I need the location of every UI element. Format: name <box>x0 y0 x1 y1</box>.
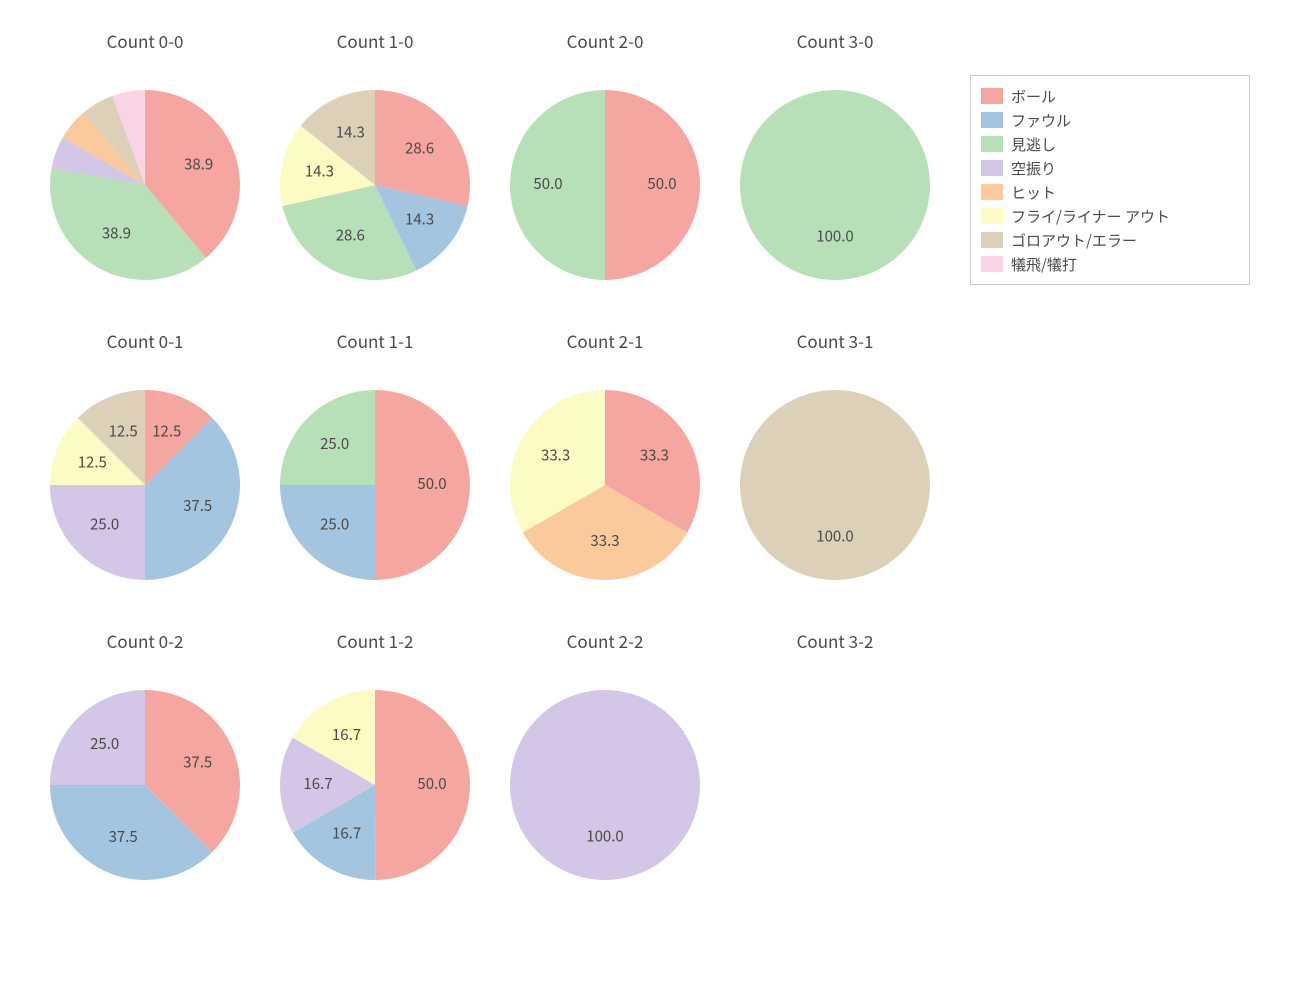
slice-label: 25.0 <box>320 513 349 534</box>
slice-label: 50.0 <box>533 173 562 194</box>
legend-item: 空振り <box>981 156 1239 180</box>
legend-label: ゴロアウト/エラー <box>1011 230 1137 251</box>
legend-item: 見逃し <box>981 132 1239 156</box>
chart-title: Count 2-2 <box>490 628 720 653</box>
slice-label: 12.5 <box>152 420 181 441</box>
pie-chart: Count 2-0 50.0 50.0 <box>490 10 720 310</box>
legend-item: ゴロアウト/エラー <box>981 228 1239 252</box>
pie-svg <box>720 610 950 910</box>
slice-label: 33.3 <box>590 530 619 551</box>
slice-label: 33.3 <box>541 445 570 466</box>
pie-svg: 37.5 37.5 25.0 <box>30 610 260 910</box>
legend-item: ファウル <box>981 108 1239 132</box>
pie-slice <box>740 390 930 580</box>
slice-label: 50.0 <box>417 473 446 494</box>
chart-title: Count 0-1 <box>30 328 260 353</box>
slice-label: 38.9 <box>184 154 213 175</box>
pie-chart: Count 1-2 50.0 16.7 16.7 16.7 <box>260 610 490 910</box>
slice-label: 28.6 <box>336 224 365 245</box>
pie-svg: 100.0 <box>720 310 950 610</box>
chart-title: Count 3-1 <box>720 328 950 353</box>
slice-label: 14.3 <box>405 209 434 230</box>
chart-title: Count 2-1 <box>490 328 720 353</box>
slice-label: 100.0 <box>816 225 853 246</box>
pie-chart: Count 0-2 37.5 37.5 25.0 <box>30 610 260 910</box>
slice-label: 14.3 <box>305 160 334 181</box>
chart-grid: Count 0-0 38.9 38.9 Count 1-0 28.6 14.3 28.6 14… <box>0 0 1300 1000</box>
legend-item: ヒット <box>981 180 1239 204</box>
legend-label: ヒット <box>1011 182 1056 203</box>
legend-swatch <box>981 136 1003 152</box>
slice-label: 37.5 <box>109 826 138 847</box>
legend-swatch <box>981 88 1003 104</box>
chart-title: Count 1-0 <box>260 28 490 53</box>
pie-chart: Count 3-1 100.0 <box>720 310 950 610</box>
legend-swatch <box>981 184 1003 200</box>
slice-label: 100.0 <box>586 825 623 846</box>
slice-label: 37.5 <box>183 751 212 772</box>
legend-item: 犠飛/犠打 <box>981 252 1239 276</box>
slice-label: 25.0 <box>90 733 119 754</box>
pie-svg: 38.9 38.9 <box>30 10 260 310</box>
slice-label: 12.5 <box>78 451 107 472</box>
slice-label: 33.3 <box>640 445 669 466</box>
legend-label: 空振り <box>1011 158 1056 179</box>
chart-title: Count 2-0 <box>490 28 720 53</box>
legend-swatch <box>981 256 1003 272</box>
legend-item: ボール <box>981 84 1239 108</box>
slice-label: 25.0 <box>90 513 119 534</box>
slice-label: 16.7 <box>303 773 332 794</box>
legend: ボールファウル見逃し空振りヒットフライ/ライナー アウトゴロアウト/エラー犠飛/… <box>970 75 1250 285</box>
legend-swatch <box>981 112 1003 128</box>
chart-title: Count 0-2 <box>30 628 260 653</box>
legend-label: フライ/ライナー アウト <box>1011 206 1170 227</box>
legend-label: ボール <box>1011 86 1056 107</box>
slice-label: 16.7 <box>332 822 361 843</box>
pie-chart: Count 1-1 50.0 25.0 25.0 <box>260 310 490 610</box>
pie-chart: Count 1-028.614.328.614.314.3 <box>260 10 490 310</box>
pie-slice <box>740 90 930 280</box>
legend-label: 見逃し <box>1011 134 1056 155</box>
pie-chart: Count 0-112.537.525.012.512.5 <box>30 310 260 610</box>
legend-item: フライ/ライナー アウト <box>981 204 1239 228</box>
chart-title: Count 3-2 <box>720 628 950 653</box>
legend-label: ファウル <box>1011 110 1071 131</box>
legend-swatch <box>981 208 1003 224</box>
slice-label: 50.0 <box>417 773 446 794</box>
pie-svg: 28.614.328.614.314.3 <box>260 10 490 310</box>
chart-title: Count 3-0 <box>720 28 950 53</box>
chart-title: Count 0-0 <box>30 28 260 53</box>
pie-chart: Count 3-2 <box>720 610 950 910</box>
pie-chart: Count 3-0 100.0 <box>720 10 950 310</box>
legend-swatch <box>981 160 1003 176</box>
pie-svg: 50.0 50.0 <box>490 10 720 310</box>
pie-svg: 100.0 <box>490 610 720 910</box>
slice-label: 25.0 <box>320 433 349 454</box>
slice-label: 100.0 <box>816 525 853 546</box>
chart-title: Count 1-2 <box>260 628 490 653</box>
slice-label: 12.5 <box>109 420 138 441</box>
pie-chart: Count 0-0 38.9 38.9 <box>30 10 260 310</box>
legend-label: 犠飛/犠打 <box>1011 254 1077 275</box>
pie-svg: 50.0 25.0 25.0 <box>260 310 490 610</box>
pie-svg: 33.3 33.3 33.3 <box>490 310 720 610</box>
pie-svg: 100.0 <box>720 10 950 310</box>
pie-svg: 50.0 16.7 16.7 16.7 <box>260 610 490 910</box>
pie-svg: 12.537.525.012.512.5 <box>30 310 260 610</box>
chart-title: Count 1-1 <box>260 328 490 353</box>
slice-label: 38.9 <box>102 222 131 243</box>
slice-label: 14.3 <box>336 122 365 143</box>
slice-label: 16.7 <box>332 724 361 745</box>
legend-swatch <box>981 232 1003 248</box>
slice-label: 37.5 <box>183 495 212 516</box>
slice-label: 28.6 <box>405 138 434 159</box>
slice-label: 50.0 <box>647 173 676 194</box>
pie-slice <box>510 690 700 880</box>
pie-chart: Count 2-1 33.3 33.3 33.3 <box>490 310 720 610</box>
pie-chart: Count 2-2 100.0 <box>490 610 720 910</box>
